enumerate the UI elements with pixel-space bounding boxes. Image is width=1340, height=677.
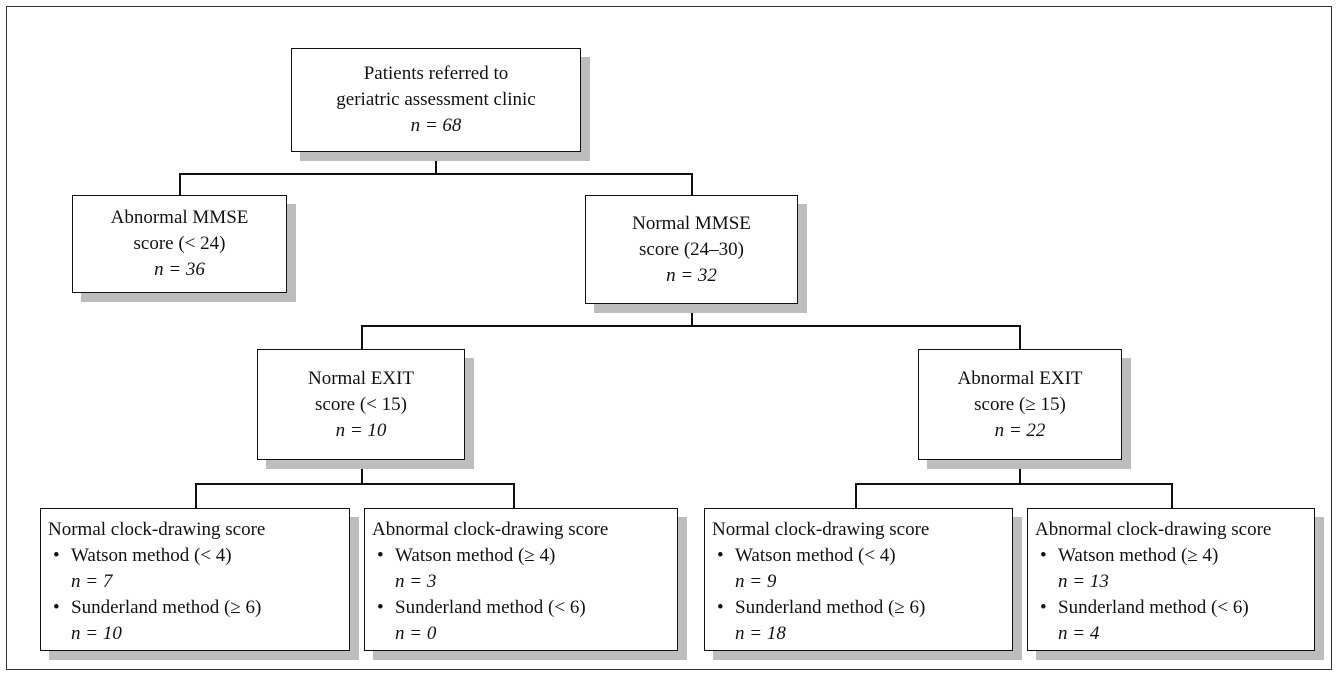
connector <box>195 483 197 509</box>
leaf-bullet: Watson method (≥ 4) <box>1035 543 1314 569</box>
leaf-count: n = 3 <box>395 571 437 592</box>
connector <box>855 483 857 509</box>
leaf-count: n = 9 <box>735 571 777 592</box>
connector <box>361 325 1020 327</box>
abnormal-exit-count: n = 22 <box>994 419 1046 441</box>
normal-exit-box: Normal EXIT score (< 15) n = 10 <box>257 349 465 460</box>
leaf-bullet: Watson method (≥ 4) <box>372 543 677 569</box>
leaf-title: Abnormal clock-drawing score <box>372 519 609 540</box>
normal-mmse-box: Normal MMSE score (24–30) n = 32 <box>585 195 798 304</box>
normal-exit-line2: score (< 15) <box>315 393 407 415</box>
leaf-title: Abnormal clock-drawing score <box>1035 519 1272 540</box>
abnormal-mmse-box: Abnormal MMSE score (< 24) n = 36 <box>72 195 287 293</box>
normal-exit-count: n = 10 <box>335 419 387 441</box>
abnormal-exit-line1: Abnormal EXIT <box>957 367 1083 389</box>
abnormal-mmse-line2: score (< 24) <box>133 233 226 254</box>
connector <box>179 173 692 175</box>
leaf-count: n = 4 <box>1058 623 1100 644</box>
leaf-abnormal-clock-abnormal-exit: Abnormal clock-drawing score Watson meth… <box>1027 508 1315 651</box>
normal-mmse-line1: Normal MMSE <box>632 212 751 234</box>
leaf-normal-clock-normal-exit: Normal clock-drawing score Watson method… <box>40 508 350 651</box>
leaf-count: n = 10 <box>71 623 122 644</box>
normal-exit-line1: Normal EXIT <box>307 367 415 389</box>
leaf-bullet: Watson method (< 4) <box>48 543 349 569</box>
connector <box>855 483 1172 485</box>
normal-mmse-count: n = 32 <box>666 264 717 286</box>
connector <box>1019 459 1021 484</box>
leaf-count: n = 13 <box>1058 571 1109 592</box>
connector <box>179 173 181 196</box>
leaf-count: n = 0 <box>395 623 437 644</box>
connector <box>361 325 363 350</box>
abnormal-exit-line2: score (≥ 15) <box>974 393 1066 415</box>
leaf-count: n = 18 <box>735 623 786 644</box>
connector <box>691 303 693 326</box>
figure-frame <box>6 6 1332 670</box>
connector <box>513 483 515 509</box>
root-box: Patients referred to geriatric assessmen… <box>291 48 581 152</box>
connector <box>361 459 363 484</box>
abnormal-mmse-line1: Abnormal MMSE <box>110 207 249 228</box>
abnormal-mmse-count: n = 36 <box>154 259 205 280</box>
leaf-bullet: Sunderland method (≥ 6) <box>48 595 349 621</box>
root-line2: geriatric assessment clinic <box>336 89 536 110</box>
connector <box>435 151 437 174</box>
abnormal-exit-box: Abnormal EXIT score (≥ 15) n = 22 <box>918 349 1122 460</box>
root-count: n = 68 <box>410 115 462 136</box>
leaf-bullet: Sunderland method (< 6) <box>1035 595 1314 621</box>
leaf-bullet: Sunderland method (< 6) <box>372 595 677 621</box>
leaf-title: Normal clock-drawing score <box>48 519 266 540</box>
connector <box>195 483 514 485</box>
normal-mmse-line2: score (24–30) <box>639 238 744 260</box>
leaf-title: Normal clock-drawing score <box>712 519 930 540</box>
connector <box>691 173 693 196</box>
leaf-normal-clock-abnormal-exit: Normal clock-drawing score Watson method… <box>704 508 1013 651</box>
connector <box>1019 325 1021 350</box>
leaf-bullet: Sunderland method (≥ 6) <box>712 595 1012 621</box>
leaf-abnormal-clock-normal-exit: Abnormal clock-drawing score Watson meth… <box>364 508 678 651</box>
leaf-count: n = 7 <box>71 571 113 592</box>
leaf-bullet: Watson method (< 4) <box>712 543 1012 569</box>
root-line1: Patients referred to <box>363 63 509 84</box>
connector <box>1171 483 1173 509</box>
